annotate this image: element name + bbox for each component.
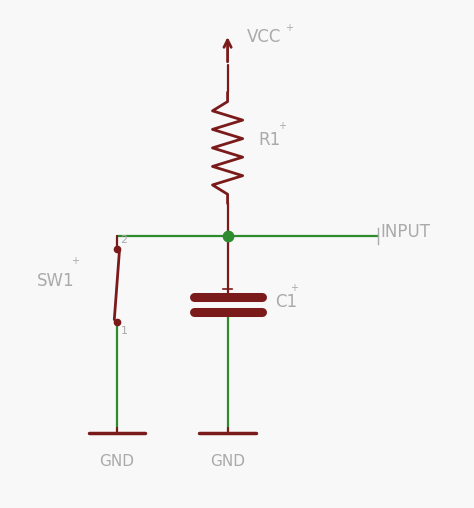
Text: 1: 1	[120, 326, 128, 336]
Text: R1: R1	[258, 132, 281, 149]
Text: +: +	[285, 23, 293, 33]
Text: +: +	[290, 283, 298, 293]
Text: GND: GND	[210, 454, 245, 469]
Text: INPUT: INPUT	[381, 224, 431, 241]
Text: +: +	[278, 121, 286, 131]
Text: GND: GND	[100, 454, 134, 469]
Text: VCC: VCC	[246, 28, 281, 46]
Text: 2: 2	[120, 235, 128, 245]
Text: SW1: SW1	[36, 271, 74, 290]
Text: C1: C1	[275, 293, 297, 311]
Text: +: +	[71, 257, 79, 266]
